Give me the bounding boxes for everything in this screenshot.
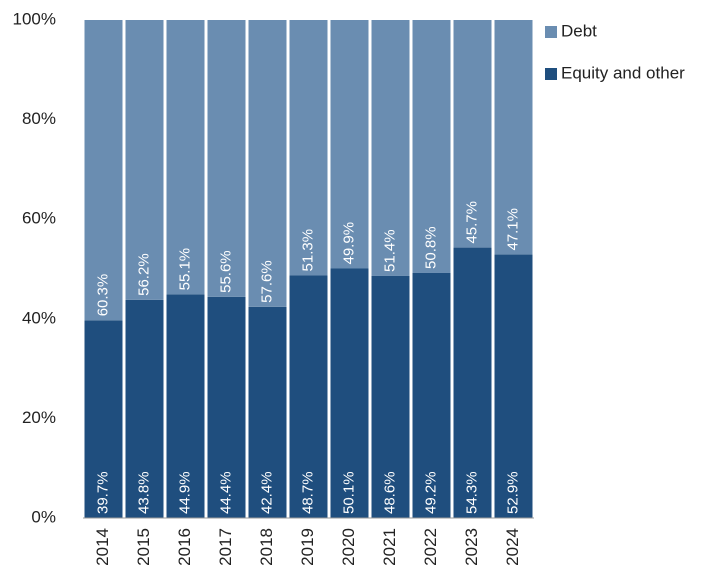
value-label: 44.4%	[217, 471, 234, 514]
bar-segment	[84, 320, 123, 518]
bar-segment	[289, 20, 328, 276]
bar-segment	[494, 20, 533, 255]
value-label: 50.1%	[340, 471, 357, 514]
value-label: 42.4%	[258, 471, 275, 514]
bar-segment	[166, 294, 205, 518]
value-label: 48.6%	[381, 471, 398, 514]
value-label: 45.7%	[463, 201, 480, 244]
value-label: 48.7%	[299, 471, 316, 514]
x-tick-label: 2021	[380, 528, 399, 566]
bar-segment	[453, 20, 492, 248]
value-label: 43.8%	[135, 471, 152, 514]
value-label: 51.3%	[299, 229, 316, 272]
value-label: 47.1%	[504, 208, 521, 251]
bar-segment	[412, 272, 451, 518]
x-tick-label: 2024	[503, 528, 522, 566]
x-tick-label: 2022	[421, 528, 440, 566]
bar-segment	[494, 254, 533, 519]
bar-segment	[125, 299, 164, 518]
value-label: 39.7%	[94, 471, 111, 514]
y-tick-label: 100%	[13, 9, 56, 28]
value-label: 49.2%	[422, 471, 439, 514]
y-tick-label: 40%	[22, 308, 56, 327]
value-label: 54.3%	[463, 471, 480, 514]
bar-segment	[248, 20, 287, 307]
x-tick-label: 2014	[93, 528, 112, 566]
legend-label: Debt	[561, 21, 597, 40]
x-tick-label: 2015	[134, 528, 153, 566]
bar-segment	[412, 20, 451, 273]
value-label: 55.6%	[217, 250, 234, 293]
y-tick-label: 0%	[31, 507, 56, 526]
bar-segment	[371, 275, 410, 518]
value-label: 50.8%	[422, 226, 439, 269]
x-tick-label: 2019	[298, 528, 317, 566]
legend-swatch	[545, 26, 557, 38]
bar-segment	[371, 20, 410, 276]
bar-segment	[125, 20, 164, 300]
value-label: 55.1%	[176, 248, 193, 291]
bar-segment	[453, 247, 492, 518]
bar-segment	[330, 268, 369, 518]
legend-label: Equity and other	[561, 63, 685, 82]
value-label: 44.9%	[176, 471, 193, 514]
value-label: 60.3%	[94, 274, 111, 317]
value-label: 57.6%	[258, 260, 275, 303]
x-tick-label: 2018	[257, 528, 276, 566]
y-tick-label: 20%	[22, 408, 56, 427]
legend-swatch	[545, 68, 557, 80]
value-label: 56.2%	[135, 253, 152, 296]
y-tick-label: 60%	[22, 209, 56, 228]
bar-segment	[330, 20, 369, 269]
value-label: 52.9%	[504, 471, 521, 514]
x-tick-label: 2016	[175, 528, 194, 566]
y-tick-label: 80%	[22, 109, 56, 128]
x-tick-label: 2023	[462, 528, 481, 566]
bar-segment	[166, 20, 205, 295]
bar-segment	[289, 275, 328, 518]
value-label: 51.4%	[381, 229, 398, 272]
value-label: 49.9%	[340, 222, 357, 265]
bar-segment	[84, 20, 123, 321]
bar-segment	[207, 20, 246, 297]
bar-segment	[207, 296, 246, 518]
x-tick-label: 2020	[339, 528, 358, 566]
bar-segment	[248, 306, 287, 518]
x-tick-label: 2017	[216, 528, 235, 566]
